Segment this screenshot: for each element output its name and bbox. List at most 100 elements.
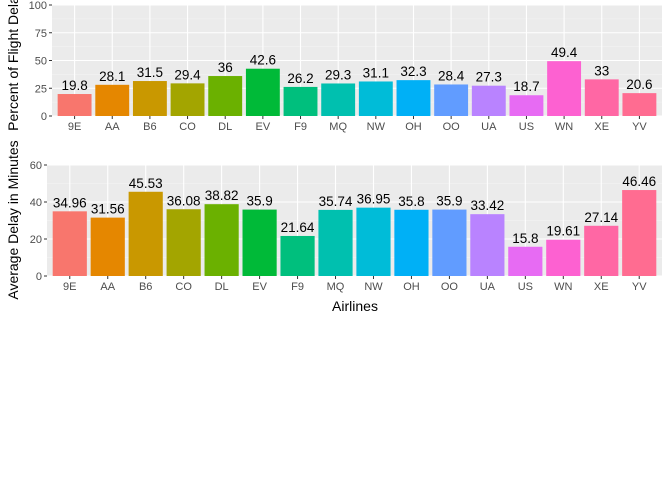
x-tick-label-aa: AA	[105, 121, 120, 133]
x-tick-label-yv: YV	[632, 121, 647, 133]
x-tick-label-co: CO	[179, 121, 196, 133]
x-tick-label-nw: NW	[367, 121, 386, 133]
data-label-oh: 35.8	[398, 194, 424, 209]
x-tick-label-oo: OO	[441, 281, 459, 293]
x-tick-label-f9: F9	[291, 281, 304, 293]
x-tick-label-yv: YV	[632, 281, 647, 293]
bar-dl	[208, 76, 243, 116]
x-tick-label-9e: 9E	[63, 281, 76, 293]
bar-xe	[584, 225, 619, 276]
bar-mq	[321, 83, 356, 116]
bar-co	[170, 83, 205, 116]
bar-mq	[318, 209, 353, 276]
data-label-co: 36.08	[167, 193, 201, 208]
data-label-aa: 31.56	[91, 202, 125, 217]
x-tick-label-us: US	[519, 121, 534, 133]
data-label-mq: 35.74	[319, 194, 353, 209]
top-panel-delay-percent: 0 25 50 75 100 19.8 9E 28.1 AA 31.5 B6 29.4 CO 36 DL 42…	[29, 0, 662, 133]
bar-oh	[396, 80, 431, 116]
x-tick-label-dl: DL	[215, 281, 229, 293]
data-label-nw: 36.95	[357, 192, 391, 207]
x-tick-label-aa: AA	[100, 281, 115, 293]
data-label-co: 29.4	[174, 67, 201, 82]
data-label-oh: 32.3	[400, 64, 426, 79]
x-tick-label-ua: UA	[480, 281, 496, 293]
bar-yv	[622, 190, 657, 276]
data-label-aa: 28.1	[99, 69, 125, 84]
data-label-yv: 46.46	[622, 174, 656, 189]
x-tick-label-wn: WN	[554, 281, 572, 293]
bar-wn	[546, 239, 581, 276]
x-tick-label-ua: UA	[481, 121, 497, 133]
data-label-f9: 26.2	[287, 71, 313, 86]
bar-aa	[90, 217, 125, 276]
bar-b6	[132, 81, 167, 116]
data-label-wn: 49.4	[551, 45, 578, 60]
bar-b6	[128, 191, 163, 276]
x-tick-label-b6: B6	[143, 121, 156, 133]
y-tick-label: 0	[41, 111, 47, 123]
x-tick-label-f9: F9	[294, 121, 307, 133]
data-label-us: 15.8	[512, 231, 538, 246]
bar-us	[508, 246, 543, 276]
bar-us	[509, 95, 544, 116]
data-label-mq: 29.3	[325, 67, 351, 82]
data-label-xe: 33	[594, 63, 609, 78]
bar-co	[166, 209, 201, 276]
x-tick-label-ev: EV	[252, 281, 267, 293]
data-label-ua: 27.3	[476, 70, 502, 85]
data-label-b6: 31.5	[137, 65, 163, 80]
y-tick-label: 25	[35, 83, 47, 95]
bar-ev	[242, 209, 277, 276]
data-label-dl: 38.82	[205, 188, 239, 203]
x-tick-label-mq: MQ	[327, 281, 345, 293]
bar-xe	[584, 79, 619, 116]
bar-yv	[622, 93, 657, 116]
x-tick-label-oh: OH	[405, 121, 422, 133]
x-tick-label-us: US	[518, 281, 533, 293]
x-axis-title: Airlines	[332, 298, 378, 314]
data-label-ua: 33.42	[470, 198, 504, 213]
bar-ev	[245, 68, 280, 116]
bottom-panel-average-delay: 0 20 40 60 34.96 9E 31.56 AA 45.53 B6 36.08 CO 38.82…	[30, 160, 662, 293]
x-tick-label-dl: DL	[218, 121, 232, 133]
y-tick-label: 20	[30, 234, 42, 246]
bar-dl	[204, 204, 239, 276]
bar-9e	[52, 211, 87, 276]
y-tick-label: 60	[30, 160, 42, 172]
data-label-yv: 20.6	[626, 77, 652, 92]
bar-aa	[95, 84, 130, 116]
data-label-oo: 35.9	[436, 194, 462, 209]
bar-nw	[358, 81, 393, 116]
data-label-dl: 36	[218, 60, 233, 75]
x-tick-label-xe: XE	[594, 281, 609, 293]
data-label-ev: 35.9	[246, 194, 272, 209]
x-tick-label-mq: MQ	[329, 121, 347, 133]
bar-f9	[280, 235, 315, 276]
y-tick-label: 50	[35, 56, 47, 68]
top-y-axis-title: Percent of Flight Delay	[5, 0, 21, 131]
bottom-y-axis-title: Average Delay in Minutes	[5, 140, 21, 299]
data-label-nw: 31.1	[363, 65, 389, 80]
x-tick-label-xe: XE	[594, 121, 609, 133]
data-label-xe: 27.14	[584, 210, 618, 225]
bar-wn	[547, 61, 582, 116]
x-tick-label-oh: OH	[403, 281, 420, 293]
bar-oo	[434, 84, 469, 116]
data-label-f9: 21.64	[281, 220, 315, 235]
bar-oh	[394, 209, 429, 276]
x-tick-label-ev: EV	[256, 121, 271, 133]
bar-9e	[57, 94, 92, 116]
bar-ua	[471, 85, 506, 116]
bar-nw	[356, 207, 391, 276]
data-label-b6: 45.53	[129, 176, 163, 191]
bar-f9	[283, 86, 318, 116]
bar-ua	[470, 214, 505, 276]
x-tick-label-b6: B6	[139, 281, 152, 293]
x-tick-label-nw: NW	[364, 281, 383, 293]
data-label-9e: 34.96	[53, 195, 87, 210]
y-tick-label: 0	[36, 271, 42, 283]
data-label-9e: 19.8	[61, 78, 87, 93]
x-tick-label-oo: OO	[443, 121, 461, 133]
